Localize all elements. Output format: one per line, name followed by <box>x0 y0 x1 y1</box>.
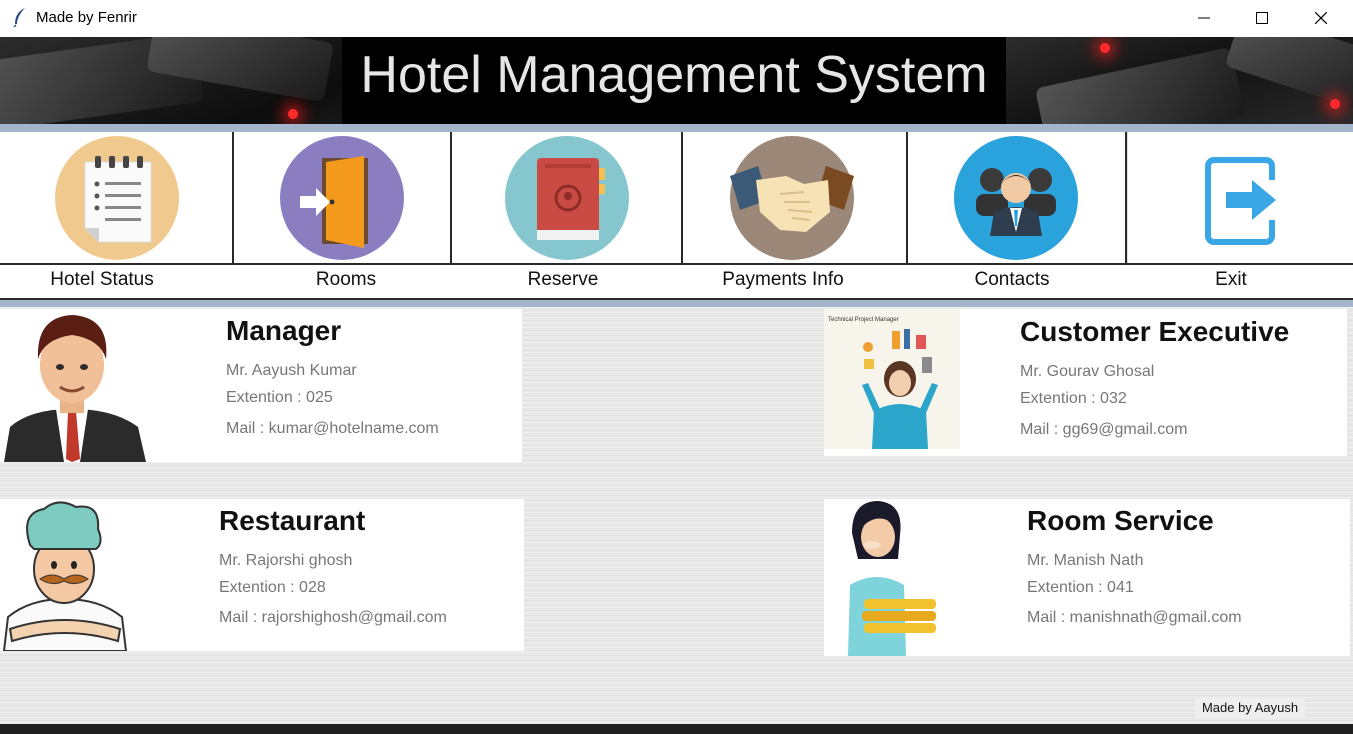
footer-credit: Made by Aayush <box>1195 697 1305 719</box>
nav-reserve-button[interactable] <box>452 132 683 263</box>
window-title: Made by Fenrir <box>36 9 137 26</box>
restaurant-extension: Extention : 028 <box>219 579 326 596</box>
customer-executive-card: Technical Project Manager Customer Execu… <box>824 309 1347 456</box>
room-service-avatar <box>848 501 936 656</box>
door-icon <box>280 136 404 260</box>
room-service-card: Room Service Mr. Manish Nath Extention :… <box>824 499 1350 656</box>
nav-rooms-button[interactable] <box>234 132 452 263</box>
main-navigation: Hotel Status Rooms Reserve Payments Info… <box>0 132 1353 300</box>
app-title: Hotel Management System <box>360 46 988 104</box>
close-button[interactable] <box>1292 0 1350 36</box>
manager-name: Mr. Aayush Kumar <box>226 362 357 379</box>
banner-decoration <box>1034 46 1246 125</box>
restaurant-avatar <box>2 501 128 651</box>
restaurant-mail: Mail : rajorshighosh@gmail.com <box>219 609 447 626</box>
feather-icon <box>13 8 25 27</box>
customer-executive-extension: Extention : 032 <box>1020 390 1127 407</box>
separator-bar <box>0 124 1353 132</box>
banner-light <box>288 109 298 119</box>
nav-hotel-status-button[interactable] <box>0 132 234 263</box>
room-service-name: Mr. Manish Nath <box>1027 552 1144 569</box>
maximize-button[interactable] <box>1233 0 1291 36</box>
people-icon <box>954 136 1078 260</box>
handshake-icon <box>730 136 854 260</box>
nav-labels-row: Hotel Status Rooms Reserve Payments Info… <box>0 263 1353 300</box>
nav-label-exit[interactable]: Exit <box>1215 269 1247 290</box>
separator-bar <box>0 300 1353 308</box>
banner-title-box: Hotel Management System <box>342 37 1006 125</box>
room-service-mail: Mail : manishnath@gmail.com <box>1027 609 1242 626</box>
banner-light <box>1330 99 1340 109</box>
minimize-button[interactable] <box>1175 0 1233 36</box>
nav-label-reserve[interactable]: Reserve <box>527 269 599 290</box>
title-bar: Made by Fenrir <box>0 0 1353 36</box>
nav-label-contacts[interactable]: Contacts <box>974 269 1050 290</box>
nav-label-payments[interactable]: Payments Info <box>722 269 844 290</box>
close-icon <box>1315 12 1327 24</box>
banner-light <box>1100 43 1110 53</box>
manager-role: Manager <box>226 315 342 346</box>
customer-executive-mail: Mail : gg69@gmail.com <box>1020 421 1188 438</box>
manager-card: Manager Mr. Aayush Kumar Extention : 025… <box>0 309 522 462</box>
nav-label-hotel-status[interactable]: Hotel Status <box>50 269 154 290</box>
header-banner: Hotel Management System <box>0 37 1353 125</box>
notepad-icon <box>55 136 179 260</box>
room-service-role: Room Service <box>1027 505 1214 536</box>
customer-executive-role: Customer Executive <box>1020 316 1290 347</box>
manager-avatar <box>4 315 146 462</box>
manager-extension: Extention : 025 <box>226 389 333 406</box>
room-service-extension: Extention : 041 <box>1027 579 1134 596</box>
minimize-icon <box>1198 17 1210 19</box>
nav-label-rooms[interactable]: Rooms <box>315 269 377 290</box>
restaurant-role: Restaurant <box>219 505 366 536</box>
maximize-icon <box>1256 12 1268 24</box>
taskbar-strip <box>0 724 1353 734</box>
exit-icon <box>1180 136 1304 260</box>
book-icon <box>505 136 629 260</box>
restaurant-card: Restaurant Mr. Rajorshi ghosh Extention … <box>0 499 524 651</box>
nav-exit-button[interactable] <box>1127 132 1353 263</box>
customer-executive-name: Mr. Gourav Ghosal <box>1020 363 1155 380</box>
avatar-caption: Technical Project Manager <box>828 317 899 323</box>
restaurant-name: Mr. Rajorshi ghosh <box>219 552 353 569</box>
manager-mail: Mail : kumar@hotelname.com <box>226 420 439 437</box>
nav-contacts-button[interactable] <box>908 132 1127 263</box>
customer-executive-avatar: Technical Project Manager <box>824 309 960 449</box>
nav-payments-button[interactable] <box>683 132 908 263</box>
